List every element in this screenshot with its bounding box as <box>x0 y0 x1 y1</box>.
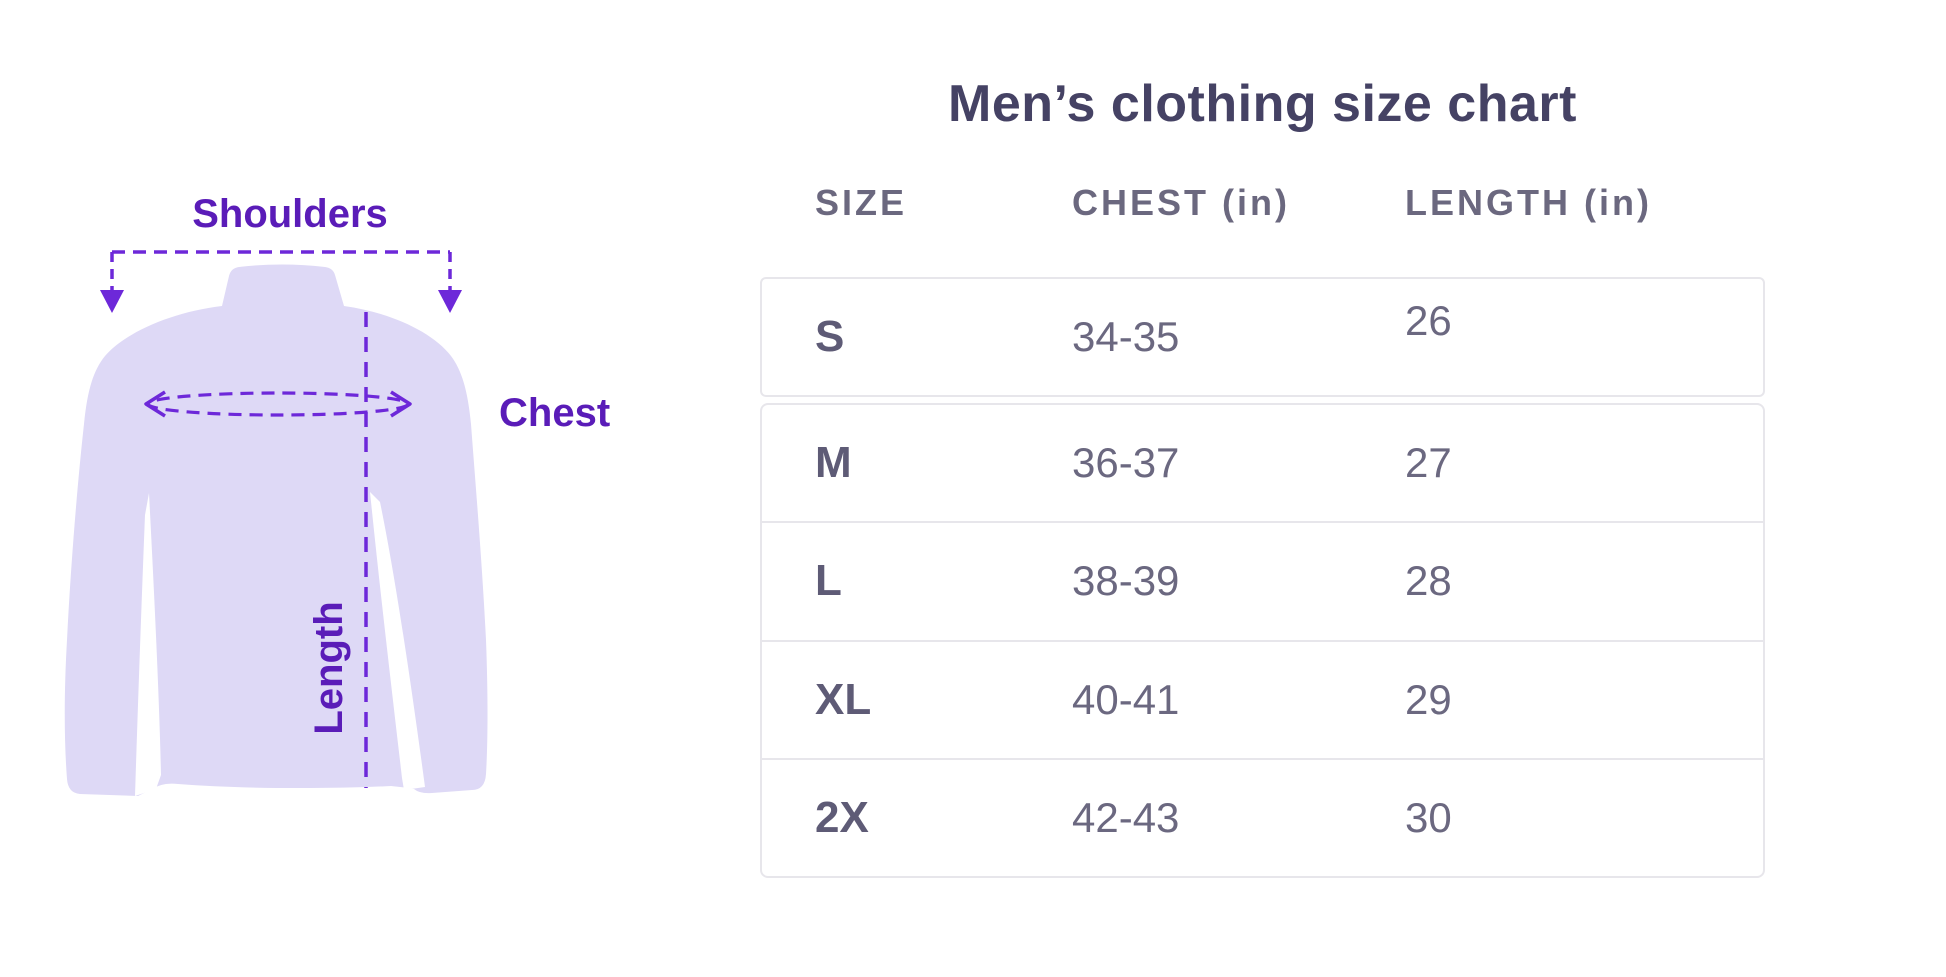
length-value: 30 <box>1405 793 1452 841</box>
chest-value: 40-41 <box>1072 675 1180 723</box>
column-header-chest: CHEST (in) <box>1072 182 1290 223</box>
chest-ellipse <box>144 390 412 418</box>
shirt-silhouette <box>64 264 488 796</box>
table-row: S 34-35 26 <box>762 279 1763 395</box>
shirt-graphic <box>64 250 488 796</box>
size-row-card-s: S 34-35 26 <box>760 277 1765 397</box>
length-label: Length <box>307 601 351 735</box>
column-header-length: LENGTH (in) <box>1405 182 1652 223</box>
chest-label: Chest <box>499 391 611 435</box>
size-value: XL <box>815 674 872 724</box>
length-value: 26 <box>1405 297 1452 344</box>
size-value: S <box>815 312 845 361</box>
shirt-measurement-diagram: Shoulders Chest Length <box>0 0 660 900</box>
page-title: Men’s clothing size chart <box>948 75 1577 133</box>
size-value: M <box>815 438 852 488</box>
chest-value: 36-37 <box>1072 439 1180 487</box>
chest-value: 38-39 <box>1072 557 1180 605</box>
size-value: 2X <box>815 792 869 842</box>
length-value: 28 <box>1405 557 1452 605</box>
shoulders-arrow <box>100 250 462 313</box>
left-chevron-arrowhead <box>144 390 166 418</box>
column-header-size: SIZE <box>815 182 908 223</box>
table-row: M 36-37 27 <box>762 405 1763 521</box>
size-value: L <box>815 556 842 606</box>
length-value: 27 <box>1405 439 1452 487</box>
chest-value: 42-43 <box>1072 793 1180 841</box>
shoulders-label: Shoulders <box>192 192 388 236</box>
table-row: 2X 42-43 30 <box>762 757 1763 876</box>
right-chevron-arrowhead <box>390 390 412 418</box>
length-value: 29 <box>1405 675 1452 723</box>
table-row: XL 40-41 29 <box>762 639 1763 758</box>
right-down-arrowhead <box>438 290 462 313</box>
left-down-arrowhead <box>100 290 124 313</box>
size-rows-card: M 36-37 27 L 38-39 28 XL 40-41 29 2X 42-… <box>760 403 1765 878</box>
chest-value: 34-35 <box>1072 313 1180 360</box>
right-sleeve-gap <box>370 492 425 790</box>
left-sleeve-gap <box>135 493 161 796</box>
table-row: L 38-39 28 <box>762 521 1763 639</box>
